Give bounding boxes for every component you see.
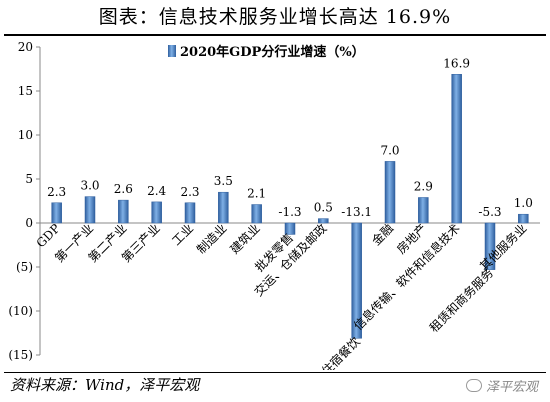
wechat-icon: [465, 379, 482, 392]
data-label: 2.3: [180, 185, 199, 199]
category-label: 其他服务业: [476, 221, 529, 274]
category-label: 租赁和商务服务: [426, 265, 496, 335]
y-tick-label: 10: [18, 128, 33, 142]
data-label: 2.4: [147, 184, 166, 198]
y-tick-label: 20: [18, 40, 33, 54]
data-label: 3.5: [214, 174, 233, 188]
source-note: 资料来源：Wind，泽平宏观: [10, 376, 200, 394]
y-tick-label: (10): [8, 304, 33, 318]
chart-legend: 2020年GDP分行业增速（%）: [168, 44, 365, 60]
y-tick-label: (15): [8, 348, 33, 362]
bar: [251, 204, 262, 224]
category-label: GDP: [34, 221, 63, 250]
bar: [218, 191, 229, 224]
data-label: 2.3: [47, 185, 66, 199]
data-label: 2.9: [414, 179, 433, 193]
category-label: 制造业: [194, 221, 229, 256]
data-label: 7.0: [380, 143, 399, 157]
watermark: 泽平宏观: [465, 376, 538, 395]
y-tick-label: (5): [16, 260, 33, 274]
category-label: 建筑业: [227, 221, 263, 257]
bar: [451, 74, 462, 224]
bar: [384, 161, 396, 224]
title-divider: [4, 34, 546, 36]
data-label: 3.0: [80, 179, 99, 193]
bar: [418, 197, 429, 224]
chart-bars: [51, 74, 529, 339]
bar: [51, 202, 62, 224]
bar: [318, 218, 329, 224]
category-label: 金融: [369, 221, 397, 249]
data-label: 16.9: [443, 56, 470, 70]
bar-chart: 2020年GDP分行业增速（%） 20 15 10 5 0 (5) (10) (15) 2.3…: [8, 40, 540, 370]
data-label: 0.5: [314, 201, 333, 215]
bar: [484, 222, 496, 270]
category-label: 住宿餐饮: [318, 334, 363, 370]
bar: [518, 213, 529, 224]
chart-title: 图表：信息技术服务业增长高达 16.9%: [98, 6, 452, 28]
footer-divider: [4, 372, 546, 373]
category-label: 工业: [169, 221, 196, 248]
y-tick-label: 15: [18, 84, 33, 98]
legend-label: 2020年GDP分行业增速（%）: [180, 44, 365, 60]
bar: [284, 222, 296, 235]
bar: [151, 201, 162, 224]
data-label: -13.1: [341, 205, 372, 219]
bar: [184, 202, 196, 224]
data-label: 2.6: [114, 182, 133, 196]
data-label: 1.0: [514, 196, 533, 210]
bar: [84, 196, 96, 224]
bar: [118, 199, 129, 224]
watermark-text: 泽平宏观: [485, 380, 538, 395]
bar: [351, 222, 362, 339]
legend-swatch: [168, 45, 176, 57]
y-tick-label: 5: [25, 172, 33, 186]
data-label: -5.3: [478, 205, 501, 219]
data-label: -1.3: [278, 205, 301, 219]
y-tick-label: 0: [25, 216, 33, 230]
data-label: 2.1: [247, 187, 266, 201]
